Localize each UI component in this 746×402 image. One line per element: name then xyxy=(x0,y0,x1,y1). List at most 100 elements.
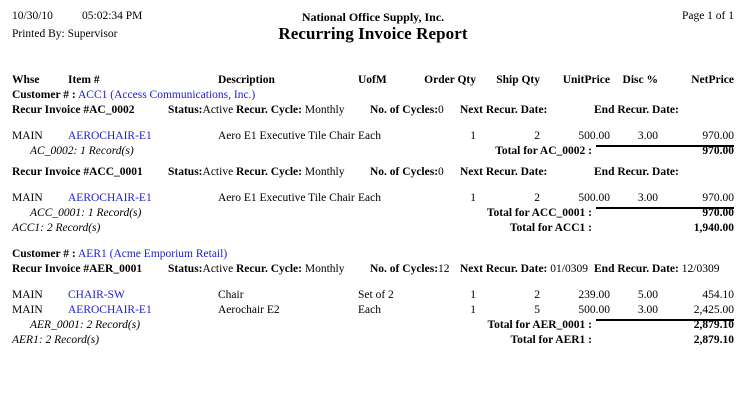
cell-uom: Each xyxy=(358,304,381,316)
report-body: Customer # : ACC1 (Access Communications… xyxy=(0,89,746,349)
invoice-next-recur-date: Next Recur. Date: xyxy=(460,104,548,116)
cell-description: Aero E1 Executive Tile Chair xyxy=(218,130,355,142)
subtotal-rule xyxy=(596,319,734,321)
cell-ship-qty: 2 xyxy=(534,130,540,142)
cell-whse: MAIN xyxy=(12,304,43,316)
column-header-order-qty: Order Qty xyxy=(424,74,476,86)
customer-record-count: ACC1: 2 Record(s) xyxy=(12,222,101,234)
row-spacer xyxy=(0,119,746,130)
row-spacer xyxy=(0,181,746,192)
customer-link[interactable]: AER1 (Acme Emporium Retail) xyxy=(78,248,228,260)
cell-net-price: 2,425.00 xyxy=(693,304,734,316)
cell-item-link[interactable]: CHAIR-SW xyxy=(68,289,125,301)
column-header-whse: Whse xyxy=(12,74,40,86)
cell-unit-price: 239.00 xyxy=(578,289,610,301)
header-line-2: Printed By: Supervisor Recurring Invoice… xyxy=(0,24,746,52)
invoice-no-of-cycles: No. of Cycles:0 xyxy=(370,166,444,178)
invoice-no-of-cycles: No. of Cycles:12 xyxy=(370,263,450,275)
cell-unit-price: 500.00 xyxy=(578,130,610,142)
customer-total-value: 2,879.10 xyxy=(693,334,734,346)
cell-description: Chair xyxy=(218,289,244,301)
cell-item-link[interactable]: AEROCHAIR-E1 xyxy=(68,130,152,142)
cell-uom: Set of 2 xyxy=(358,289,394,301)
cell-description: Aerochair E2 xyxy=(218,304,280,316)
invoice-status: Status:Active xyxy=(168,104,234,116)
invoice-end-recur-date: End Recur. Date: 12/0309 xyxy=(594,263,720,275)
row-spacer xyxy=(0,278,746,289)
invoice-end-recur-date: End Recur. Date: xyxy=(594,104,679,116)
customer-total-value: 1,940.00 xyxy=(693,222,734,234)
invoice-next-recur-date: Next Recur. Date: 01/0309 xyxy=(460,263,588,275)
cell-unit-price: 500.00 xyxy=(578,192,610,204)
invoice-next-recur-date: Next Recur. Date: xyxy=(460,166,548,178)
column-header-description: Description xyxy=(218,74,275,86)
table-row: MAIN AEROCHAIR-E1 Aero E1 Executive Tile… xyxy=(0,130,746,145)
recur-invoice-no: Recur Invoice #AER_0001 xyxy=(12,263,143,275)
invoice-subtotal-row: ACC_0001: 1 Record(s) Total for ACC_0001… xyxy=(0,207,746,222)
invoice-total-value: 2,879.10 xyxy=(693,319,734,331)
recur-invoice-header: Recur Invoice #AER_0001 Status:Active Re… xyxy=(0,263,746,278)
cell-order-qty: 1 xyxy=(470,192,476,204)
report-time: 05:02:34 PM xyxy=(82,10,143,22)
invoice-total-label: Total for AC_0002 : xyxy=(495,145,592,157)
invoice-recur-cycle: Recur. Cycle: Monthly xyxy=(236,104,345,116)
cell-disc-pct: 3.00 xyxy=(637,130,658,142)
company-name: National Office Supply, Inc. xyxy=(301,10,445,24)
report-grid: Whse Item # Description UofM Order Qty S… xyxy=(0,74,746,349)
header-line-1: 10/30/10 05:02:34 PM National Office Sup… xyxy=(0,10,746,28)
column-header-row: Whse Item # Description UofM Order Qty S… xyxy=(0,74,746,89)
report-header: 10/30/10 05:02:34 PM National Office Sup… xyxy=(0,0,746,52)
invoice-total-value: 970.00 xyxy=(702,207,734,219)
recur-invoice-header: Recur Invoice #ACC_0001 Status:Active Re… xyxy=(0,166,746,181)
cell-description: Aero E1 Executive Tile Chair xyxy=(218,192,355,204)
customer-subtotal-row: ACC1: 2 Record(s) Total for ACC1 : 1,940… xyxy=(0,222,746,237)
recur-invoice-no: Recur Invoice #AC_0002 xyxy=(12,104,135,116)
invoice-recur-cycle: Recur. Cycle: Monthly xyxy=(236,166,345,178)
table-row: MAIN CHAIR-SW Chair Set of 2 1 2 239.00 … xyxy=(0,289,746,304)
cell-whse: MAIN xyxy=(12,289,43,301)
invoice-total-value: 970.00 xyxy=(702,145,734,157)
column-header-ship-qty: Ship Qty xyxy=(496,74,540,86)
cell-uom: Each xyxy=(358,192,381,204)
invoice-record-count: ACC_0001: 1 Record(s) xyxy=(30,207,142,219)
invoice-subtotal-row: AC_0002: 1 Record(s) Total for AC_0002 :… xyxy=(0,145,746,160)
column-header-disc-pct: Disc % xyxy=(622,74,658,86)
cell-ship-qty: 2 xyxy=(534,192,540,204)
column-header-unit-price: UnitPrice xyxy=(562,74,610,86)
table-row: MAIN AEROCHAIR-E1 Aero E1 Executive Tile… xyxy=(0,192,746,207)
cell-whse: MAIN xyxy=(12,192,43,204)
cell-uom: Each xyxy=(358,130,381,142)
printed-by: Printed By: Supervisor xyxy=(12,28,118,40)
invoice-record-count: AER_0001: 2 Record(s) xyxy=(30,319,141,331)
cell-net-price: 970.00 xyxy=(702,192,734,204)
column-header-item: Item # xyxy=(68,74,100,86)
customer-total-label: Total for AER1 : xyxy=(510,334,592,346)
invoice-total-label: Total for ACC_0001 : xyxy=(486,207,592,219)
invoice-recur-cycle: Recur. Cycle: Monthly xyxy=(236,263,345,275)
column-header-uom: UofM xyxy=(358,74,387,86)
cell-whse: MAIN xyxy=(12,130,43,142)
customer-row: Customer # : AER1 (Acme Emporium Retail) xyxy=(0,248,746,263)
cell-item-link[interactable]: AEROCHAIR-E1 xyxy=(68,304,152,316)
invoice-no-of-cycles: No. of Cycles:0 xyxy=(370,104,444,116)
page-indicator: Page 1 of 1 xyxy=(681,10,734,22)
cell-disc-pct: 5.00 xyxy=(637,289,658,301)
cell-order-qty: 1 xyxy=(470,289,476,301)
customer-link[interactable]: ACC1 (Access Communications, Inc.) xyxy=(78,89,256,101)
invoice-status: Status:Active xyxy=(168,166,234,178)
customer-record-count: AER1: 2 Record(s) xyxy=(12,334,100,346)
customer-total-label: Total for ACC1 : xyxy=(509,222,592,234)
invoice-total-label: Total for AER_0001 : xyxy=(487,319,592,331)
customer-no-label: Customer # : xyxy=(12,248,76,260)
subtotal-rule xyxy=(596,207,734,209)
cell-order-qty: 1 xyxy=(470,304,476,316)
cell-net-price: 454.10 xyxy=(702,289,734,301)
invoice-subtotal-row: AER_0001: 2 Record(s) Total for AER_0001… xyxy=(0,319,746,334)
cell-net-price: 970.00 xyxy=(702,130,734,142)
invoice-end-recur-date: End Recur. Date: xyxy=(594,166,679,178)
cell-disc-pct: 3.00 xyxy=(637,304,658,316)
cell-order-qty: 1 xyxy=(470,130,476,142)
cell-item-link[interactable]: AEROCHAIR-E1 xyxy=(68,192,152,204)
page-title: Recurring Invoice Report xyxy=(278,24,468,43)
